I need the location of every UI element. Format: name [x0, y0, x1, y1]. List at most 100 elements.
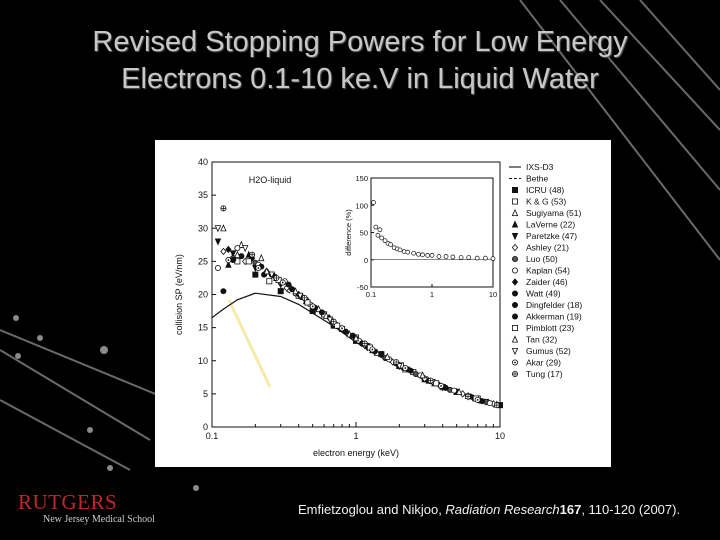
- legend-label-bethe: Bethe: [526, 174, 548, 184]
- data-point-gumus-52: [297, 292, 304, 300]
- chart-annotation: H2O-liquid: [249, 175, 292, 185]
- inset-data-point: [379, 235, 385, 241]
- data-point-tung-17: [393, 359, 400, 366]
- x-axis-label: electron energy (keV): [313, 448, 399, 458]
- data-point-akar-29: [369, 346, 376, 353]
- legend-label-k-g-53: K & G (53): [526, 197, 566, 207]
- legend-label-watt-49: Watt (49): [526, 289, 561, 299]
- data-point-paretzke-47: [214, 238, 222, 246]
- inset-y-tick-label: 150: [355, 174, 368, 183]
- data-point-tung-17-cross: [393, 359, 399, 365]
- data-point-tan-32: [352, 334, 360, 342]
- citation: Emfietzoglou and Nikjoo, Radiation Resea…: [298, 502, 680, 517]
- data-point-tung-17: [220, 205, 227, 212]
- inset-data-point: [420, 252, 425, 258]
- citation-pages: , 110-120 (2007).: [581, 502, 681, 517]
- legend-label-ixs-d3: IXS-D3: [526, 162, 554, 172]
- legend-label-ashley-21: Ashley (21): [526, 243, 569, 253]
- legend-label-kaplan-54: Kaplan (54): [526, 266, 570, 276]
- data-point-tan-32: [455, 387, 463, 395]
- legend-swatch-zaider-46: [511, 278, 519, 286]
- legend-swatch-luo-50: [511, 256, 518, 263]
- data-point-tan-32: [384, 352, 391, 360]
- inset-data-point: [436, 254, 442, 259]
- inset-frame: [370, 177, 494, 288]
- data-point-laverne-22: [225, 260, 232, 268]
- legend-swatch-watt-49: [511, 290, 518, 297]
- legend-swatch-akkerman-19: [511, 313, 518, 320]
- inset-data-point: [416, 251, 421, 257]
- citation-authors: Emfietzoglou and Nikjoo,: [298, 502, 446, 517]
- data-point-tung-17: [493, 402, 500, 409]
- data-point-akkerman-19: [342, 328, 349, 335]
- data-point-akar-29: [402, 365, 409, 372]
- legend-swatch-tung-17: [511, 370, 518, 377]
- inset-data-point: [490, 256, 496, 262]
- data-point-akar-29: [438, 382, 445, 389]
- data-point-watt-49: [220, 288, 227, 295]
- y-tick-label: 25: [198, 256, 208, 266]
- legend-label-dingfelder-18: Dingfelder (18): [526, 300, 582, 310]
- data-point-akar-29-dot: [227, 259, 230, 261]
- data-point-gumus-52: [396, 363, 403, 371]
- data-point-akar-29: [225, 257, 232, 264]
- legend-swatch-paretzke-47: [511, 233, 519, 241]
- data-point-akar-29-dot: [257, 267, 260, 269]
- legend-swatch-tung-17-cross: [512, 371, 518, 377]
- legend-swatch-akar-29: [511, 359, 518, 366]
- inset-data-point: [425, 253, 431, 258]
- y-axis-label: collision SP (eV/nm): [174, 254, 184, 335]
- inset-data-point: [443, 254, 449, 259]
- data-point-kaplan-54: [234, 245, 241, 252]
- data-point-tung-17-cross: [362, 340, 368, 347]
- data-point-zaider-46: [225, 245, 232, 254]
- x-tick-label: 0.1: [206, 431, 219, 441]
- y-tick-label: 0: [203, 422, 208, 432]
- legend-swatch-ashley-21: [511, 243, 519, 252]
- data-point-tung-17-cross: [465, 393, 471, 400]
- inset-data-point: [466, 255, 472, 260]
- legend-label-akkerman-19: Akkerman (19): [526, 312, 582, 322]
- inset-data-point: [483, 255, 488, 261]
- data-point-akar-29: [474, 396, 481, 403]
- legend-label-tung-17: Tung (17): [526, 369, 563, 379]
- data-point-tung-17-cross: [220, 205, 227, 211]
- data-point-akar-29-dot: [440, 385, 443, 387]
- data-point-akar-29-dot: [311, 305, 314, 308]
- data-point-icru-48: [277, 288, 284, 295]
- legend-label-laverne-22: LaVerne (22): [526, 220, 575, 230]
- x-tick-label: 1: [353, 431, 358, 441]
- inset-y-tick-label: 50: [360, 229, 368, 238]
- inset-x-tick-label: 1: [430, 290, 434, 299]
- data-point-pimblott-23: [245, 258, 252, 265]
- y-tick-label: 5: [203, 389, 208, 399]
- data-point-watt-49: [378, 351, 385, 358]
- legend-swatch-akar-29-dot: [514, 361, 516, 364]
- logo-subtitle: New Jersey Medical School: [43, 514, 155, 525]
- data-point-tung-17: [249, 251, 256, 258]
- data-point-pimblott-23: [334, 322, 341, 329]
- data-point-kaplan-54: [486, 400, 493, 407]
- legend-label-sugiyama-51: Sugiyama (51): [526, 208, 581, 218]
- data-point-paretzke-47: [229, 250, 237, 258]
- inset-y-tick-label: -50: [357, 283, 368, 292]
- legend-swatch-tan-32: [511, 335, 519, 343]
- inset-x-tick-label: 0.1: [366, 290, 376, 299]
- data-point-tung-17-cross: [273, 275, 279, 281]
- inset-data-point: [373, 224, 379, 230]
- citation-journal: Radiation Research: [445, 502, 560, 517]
- data-point-sugiyama-51: [258, 253, 265, 262]
- data-point-pimblott-23: [304, 299, 311, 306]
- y-tick-label: 20: [198, 290, 208, 300]
- data-point-sugiyama-51: [220, 224, 227, 232]
- legend-swatch-pimblott-23: [511, 324, 518, 331]
- data-point-akar-29-dot: [404, 367, 407, 369]
- rutgers-logo: RUTGERS New Jersey Medical School: [18, 490, 155, 525]
- data-point-watt-49: [318, 309, 325, 316]
- y-tick-label: 15: [198, 323, 208, 333]
- data-point-tung-17: [465, 393, 472, 400]
- legend-label-paretzke-47: Paretzke (47): [526, 231, 577, 241]
- legend-label-pimblott-23: Pimblott (23): [526, 323, 574, 333]
- legend-label-gumus-52: Gumus (52): [526, 346, 571, 356]
